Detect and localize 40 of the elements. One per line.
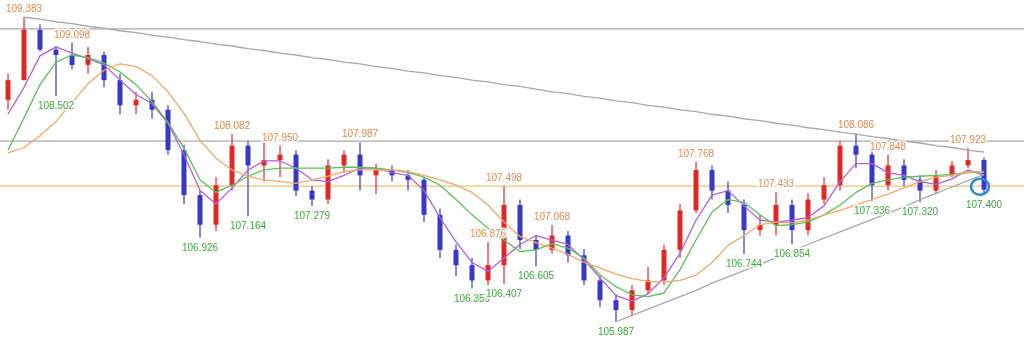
- annotation: 107.164: [229, 220, 267, 232]
- annotation: 107.848: [869, 140, 907, 152]
- annotation: 107.400: [965, 199, 1003, 211]
- candlestick: [453, 243, 459, 277]
- candlestick: [245, 140, 251, 217]
- annotation: 106.854: [773, 248, 811, 260]
- annotation: 107.923: [949, 134, 987, 146]
- annotation: 107.279: [293, 209, 331, 221]
- candlestick: [309, 185, 315, 207]
- annotation: 107.320: [901, 206, 939, 218]
- annotation: 109.098: [53, 28, 91, 40]
- candlestick: [821, 176, 827, 205]
- annotation: 106.605: [517, 270, 555, 282]
- annotation: 108.082: [213, 119, 251, 131]
- candlestick: [709, 164, 715, 201]
- candlestick: [965, 147, 971, 169]
- candlestick: [597, 275, 603, 308]
- annotation: 107.950: [261, 131, 299, 143]
- annotation: 105.987: [597, 326, 635, 337]
- annotation: 107.498: [485, 172, 523, 184]
- annotation: 106.926: [181, 241, 219, 253]
- annotation: 107.336: [853, 204, 891, 216]
- candlestick: [69, 42, 75, 70]
- candlestick: [341, 149, 347, 174]
- annotation: 108.086: [837, 119, 875, 131]
- candlestick: [53, 45, 59, 97]
- annotation: 107.068: [533, 210, 571, 222]
- candlestick: [133, 91, 139, 115]
- annotation: 107.987: [341, 128, 379, 140]
- candlestick: [645, 266, 651, 295]
- candlestick: [469, 257, 475, 290]
- candlestick: [613, 293, 619, 323]
- annotation: 107.768: [677, 148, 715, 160]
- candlestick: [773, 191, 779, 237]
- candlestick: [37, 23, 43, 52]
- candlestick: [277, 145, 283, 178]
- candlestick: [5, 73, 11, 111]
- candlestick: [853, 132, 859, 169]
- annotation: 106.744: [725, 258, 763, 270]
- annotation: 109.383: [5, 3, 43, 14]
